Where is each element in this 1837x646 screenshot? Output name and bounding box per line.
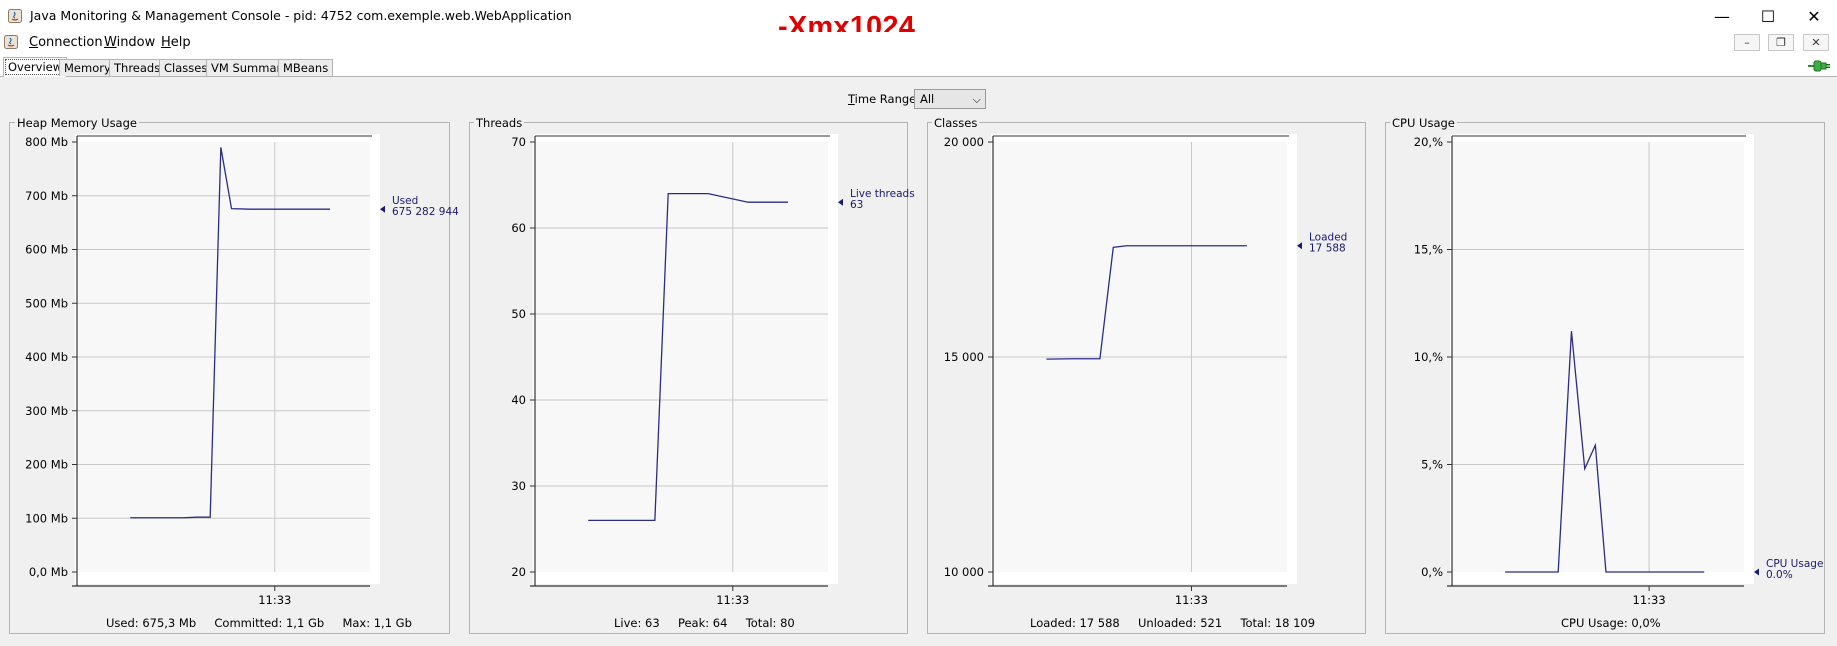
threads-y-tick-label: 60 xyxy=(511,221,526,235)
heap-committed-stat: Committed: 1,1 Gb xyxy=(214,616,325,630)
heap-max-stat: Max: 1,1 Gb xyxy=(342,616,412,630)
classes-y-tick-label: 10 000 xyxy=(944,565,984,579)
classes-stats: Loaded: 17 588 Unloaded: 521 Total: 18 1… xyxy=(1030,616,1315,630)
threads-live-stat: Live: 63 xyxy=(614,616,660,630)
heap-used-stat: Used: 675,3 Mb xyxy=(106,616,197,630)
cpu-stats: CPU Usage: 0,0% xyxy=(1561,616,1661,630)
tab-overview[interactable]: Overview xyxy=(3,57,68,77)
tab-memory[interactable]: Memory xyxy=(59,59,116,76)
classes-total-stat: Total: 18 109 xyxy=(1240,616,1316,630)
heap-x-tick-label: 11:33 xyxy=(258,593,291,607)
connection-plug-icon xyxy=(1808,60,1830,72)
cpu-usage-stat: CPU Usage: 0,0% xyxy=(1561,616,1661,630)
threads-x-tick-label: 11:33 xyxy=(716,593,749,607)
heap-current-marker xyxy=(380,205,385,213)
cpu-y-tick-label: 15,% xyxy=(1414,243,1443,257)
cpu-y-tick-label: 10,% xyxy=(1414,350,1443,364)
maximize-button[interactable]: ☐ xyxy=(1760,6,1776,26)
cpu-y-tick-label: 20,% xyxy=(1414,135,1443,149)
threads-y-tick-label: 70 xyxy=(511,135,526,149)
window-title-bar: Java Monitoring & Management Console - p… xyxy=(0,0,1837,32)
threads-series-line xyxy=(588,192,789,522)
classes-loaded-stat: Loaded: 17 588 xyxy=(1030,616,1120,630)
heap-y-tick-label: 400 Mb xyxy=(25,350,68,364)
chevron-down-icon: ⌵ xyxy=(972,93,981,106)
heap-memory-title: Heap Memory Usage xyxy=(15,116,139,130)
java-frame-icon[interactable] xyxy=(4,35,18,49)
cpu-usage-title: CPU Usage xyxy=(1390,116,1457,130)
heap-stats: Used: 675,3 Mb Committed: 1,1 Gb Max: 1,… xyxy=(106,616,412,630)
heap-y-tick-label: 600 Mb xyxy=(25,243,68,257)
classes-title: Classes xyxy=(932,116,980,130)
tab-threads[interactable]: Threads xyxy=(109,59,166,76)
heap-y-tick-label: 100 Mb xyxy=(25,511,68,525)
time-range-select[interactable]: All ⌵ xyxy=(914,89,986,109)
menu-connection[interactable]: Connection xyxy=(29,35,103,50)
cpu-legend-name: CPU Usage xyxy=(1766,558,1823,570)
cpu-y-tick-label: 0,% xyxy=(1421,565,1443,579)
menu-help[interactable]: Help xyxy=(161,35,191,50)
window-title: Java Monitoring & Management Console - p… xyxy=(30,8,572,23)
internal-restore-button[interactable]: ❐ xyxy=(1768,34,1794,51)
classes-series-line xyxy=(1046,245,1247,360)
cpu-current-marker xyxy=(1754,568,1759,576)
heap-y-tick-label: 0,0 Mb xyxy=(29,565,68,579)
threads-y-tick-label: 50 xyxy=(511,307,526,321)
threads-y-tick-label: 20 xyxy=(511,565,526,579)
threads-current-marker xyxy=(838,198,843,206)
threads-stats: Live: 63 Peak: 64 Total: 80 xyxy=(614,616,795,630)
heap-legend-value: 675 282 944 xyxy=(392,206,459,218)
time-range-value: All xyxy=(920,92,935,106)
cpu-legend-value: 0.0% xyxy=(1766,569,1793,581)
heap-series-line xyxy=(130,147,331,519)
heap-y-tick-label: 200 Mb xyxy=(25,458,68,472)
time-range-label: Time Range: xyxy=(848,92,921,106)
menu-window[interactable]: Window xyxy=(104,35,156,50)
java-app-icon xyxy=(8,9,22,23)
threads-y-tick-label: 40 xyxy=(511,393,526,407)
heap-y-tick-label: 500 Mb xyxy=(25,296,68,310)
classes-legend-name: Loaded xyxy=(1309,232,1347,244)
threads-y-tick-label: 30 xyxy=(511,479,526,493)
threads-plot-area xyxy=(535,142,828,572)
tab-divider xyxy=(0,76,1837,77)
heap-y-tick-label: 700 Mb xyxy=(25,189,68,203)
classes-y-tick-label: 20 000 xyxy=(944,135,984,149)
tab-mbeans[interactable]: MBeans xyxy=(278,59,334,76)
close-button[interactable]: ✕ xyxy=(1807,6,1821,26)
heap-y-tick-label: 300 Mb xyxy=(25,404,68,418)
internal-minimize-button[interactable]: – xyxy=(1734,34,1760,51)
classes-unloaded-stat: Unloaded: 521 xyxy=(1138,616,1223,630)
threads-total-stat: Total: 80 xyxy=(745,616,795,630)
threads-title: Threads xyxy=(474,116,525,130)
classes-legend-value: 17 588 xyxy=(1309,243,1346,255)
cpu-y-tick-label: 5,% xyxy=(1421,458,1443,472)
classes-y-tick-label: 15 000 xyxy=(944,350,984,364)
classes-x-tick-label: 11:33 xyxy=(1175,593,1208,607)
tab-classes[interactable]: Classes xyxy=(159,59,213,76)
threads-legend-value: 63 xyxy=(850,199,863,211)
cpu-x-tick-label: 11:33 xyxy=(1633,593,1666,607)
menu-bar: Connection Window Help xyxy=(0,32,1837,54)
classes-current-marker xyxy=(1297,242,1302,250)
threads-peak-stat: Peak: 64 xyxy=(677,616,728,630)
threads-legend-name: Live threads xyxy=(850,188,915,200)
cpu-series-line xyxy=(1505,331,1705,573)
heap-y-tick-label: 800 Mb xyxy=(25,135,68,149)
minimize-button[interactable]: — xyxy=(1714,6,1730,26)
heap-legend-name: Used xyxy=(392,195,418,207)
tab-vm-summary[interactable]: VM Summary xyxy=(206,59,294,76)
internal-close-button[interactable]: ✕ xyxy=(1803,34,1829,51)
